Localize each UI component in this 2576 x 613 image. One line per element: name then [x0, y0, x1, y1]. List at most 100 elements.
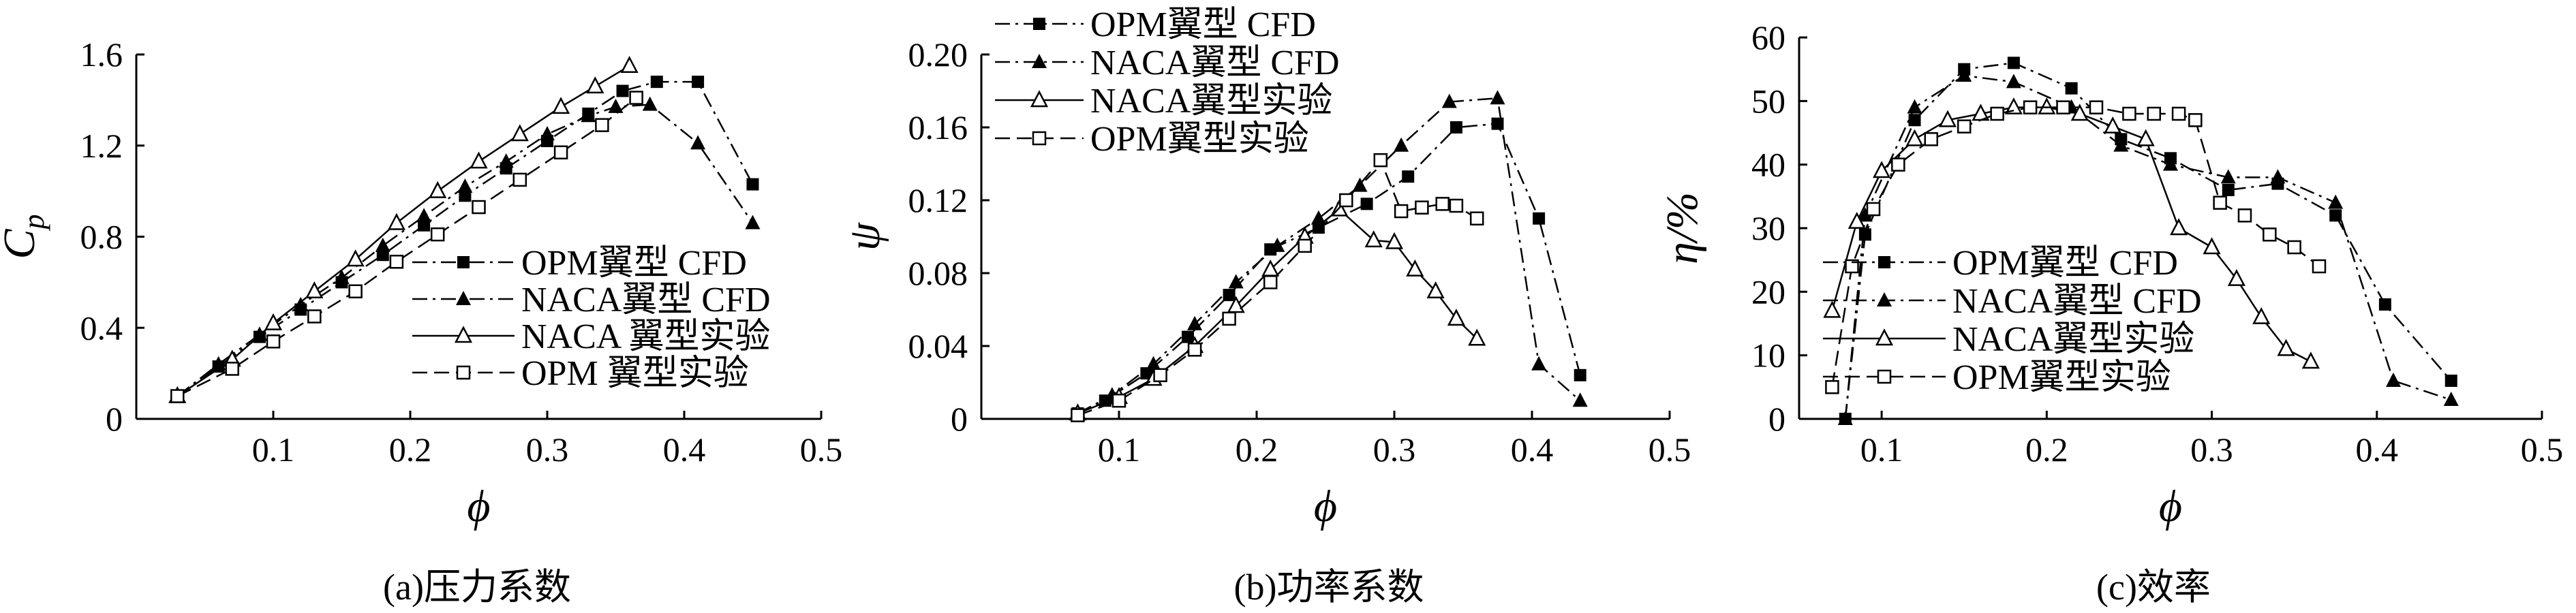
marker-triangle-filled — [1877, 292, 1892, 306]
y-tick-label: 1.6 — [80, 35, 123, 74]
marker-triangle-open — [470, 151, 488, 169]
y-tick-label: 0 — [951, 400, 968, 438]
data-series-1 — [1071, 117, 1586, 420]
marker-triangle-filled — [375, 237, 390, 252]
x-axis-title: ϕ — [467, 482, 490, 531]
y-tick-label: 0.8 — [80, 218, 123, 256]
y-tick-label: 0.16 — [908, 108, 968, 146]
marker-square-open — [1111, 394, 1126, 408]
y-tick-label: 20 — [1751, 272, 1785, 311]
marker-square-open — [553, 145, 568, 160]
marker-triangle-filled — [1531, 356, 1547, 371]
marker-triangle-open — [1847, 211, 1866, 229]
marker-square-open — [1990, 106, 2004, 121]
marker-square-filled — [650, 76, 663, 89]
legend-label: OPM翼型实验 — [1952, 358, 2171, 397]
marker-triangle-filled — [456, 291, 471, 305]
panel-caption: (c)效率 — [2096, 567, 2211, 608]
marker-triangle-filled — [1228, 274, 1244, 289]
marker-square-open — [266, 334, 281, 349]
x-tick-label: 0.3 — [2190, 430, 2233, 469]
marker-square-open — [1449, 198, 1464, 213]
marker-square-open — [1469, 211, 1484, 225]
marker-square-open — [1435, 197, 1450, 211]
marker-square-open — [1298, 238, 1312, 253]
marker-square-open — [2147, 106, 2162, 121]
marker-square-open — [1071, 408, 1085, 422]
marker-triangle-open — [387, 213, 405, 230]
y-tick-label: 0 — [1768, 400, 1785, 438]
marker-triangle-filled — [745, 215, 761, 230]
y-tick-label: 0 — [106, 400, 123, 438]
marker-square-filled — [1533, 212, 1546, 225]
marker-triangle-filled — [1441, 93, 1457, 108]
marker-triangle-open — [620, 56, 639, 73]
data-series-3 — [1069, 199, 1486, 421]
marker-triangle-filled — [251, 326, 267, 341]
marker-triangle-filled — [2113, 137, 2129, 152]
x-tick-label: 0.1 — [1860, 430, 1903, 469]
marker-square-open — [1866, 202, 1881, 217]
marker-square-open — [1825, 380, 1839, 394]
marker-triangle-filled — [690, 135, 706, 150]
marker-triangle-open — [1468, 328, 1486, 346]
marker-square-filled — [2007, 57, 2020, 69]
marker-triangle-open — [2004, 97, 2023, 114]
marker-square-filled — [1450, 121, 1462, 133]
marker-square-open — [1032, 131, 1047, 146]
data-series-4 — [1071, 153, 1484, 422]
marker-square-open — [629, 91, 643, 105]
legend-label: NACA 翼型实验 — [521, 317, 770, 356]
y-axis-title: Cp — [0, 214, 50, 259]
marker-triangle-filled — [293, 296, 309, 311]
marker-triangle-open — [1426, 281, 1445, 298]
marker-square-open — [1957, 119, 1972, 133]
marker-square-open — [2263, 227, 2277, 242]
marker-square-open — [456, 365, 471, 380]
marker-triangle-open — [2104, 116, 2122, 133]
data-series-4 — [170, 91, 643, 403]
marker-triangle-filled — [540, 126, 555, 141]
marker-triangle-open — [1385, 232, 1404, 249]
marker-square-open — [1263, 275, 1278, 289]
marker-triangle-open — [1406, 259, 1424, 277]
marker-triangle-filled — [457, 178, 473, 193]
marker-triangle-filled — [642, 96, 658, 111]
marker-triangle-open — [1905, 129, 1924, 146]
marker-square-open — [170, 389, 185, 403]
marker-square-filled — [1033, 18, 1045, 30]
marker-triangle-open — [586, 76, 604, 94]
marker-square-open — [2188, 113, 2203, 127]
chart-panel-a: 0.1 0.2 0.3 0.4 0.5 0 0.4 0.8 1.2 1.6 ϕ Cp (a)压力系数 OP… — [0, 35, 842, 608]
marker-square-open — [1891, 157, 1905, 172]
marker-triangle-filled — [1957, 67, 1972, 82]
marker-triangle-open — [346, 249, 365, 267]
marker-triangle-filled — [1837, 411, 1853, 425]
panel-caption: (a)压力系数 — [383, 567, 571, 608]
legend-label: OPM翼型实验 — [1090, 120, 1309, 159]
marker-triangle-open — [264, 313, 283, 330]
x-axis-title: ϕ — [1314, 482, 1337, 531]
legend-label: NACA翼型实验 — [1952, 320, 2194, 359]
marker-square-open — [2312, 259, 2327, 274]
marker-triangle-open — [2038, 97, 2056, 114]
marker-triangle-open — [1875, 328, 1894, 346]
marker-triangle-filled — [2163, 156, 2178, 171]
marker-triangle-filled — [334, 269, 350, 284]
marker-square-open — [1394, 204, 1409, 219]
marker-triangle-open — [2170, 218, 2188, 236]
x-tick-label: 0.3 — [526, 430, 569, 469]
marker-square-open — [1415, 200, 1429, 215]
marker-square-open — [1924, 132, 1939, 146]
marker-square-open — [1339, 193, 1353, 208]
data-series-3 — [168, 56, 639, 403]
y-axis-title: ψ — [840, 222, 889, 251]
marker-triangle-open — [1364, 230, 1383, 248]
marker-triangle-open — [2277, 339, 2295, 356]
x-tick-label: 0.3 — [1373, 430, 1416, 469]
marker-triangle-filled — [416, 208, 432, 223]
marker-triangle-open — [552, 97, 570, 114]
